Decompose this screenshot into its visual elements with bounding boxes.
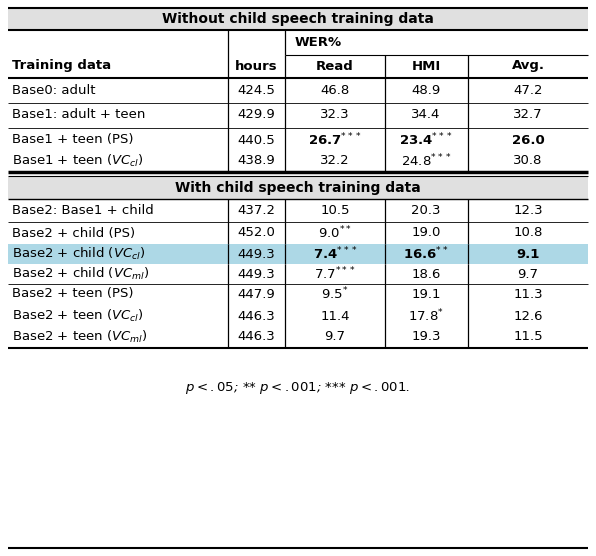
Text: 48.9: 48.9: [411, 83, 440, 97]
Text: 30.8: 30.8: [513, 155, 543, 167]
Bar: [8, 244, 588, 264]
Text: 34.4: 34.4: [411, 108, 440, 122]
Text: Without child speech training data: Without child speech training data: [162, 12, 434, 26]
Bar: [8, 8, 588, 30]
Text: 446.3: 446.3: [237, 330, 275, 344]
Text: $p < .05$; ** $p < .001$; *** $p < .001$.: $p < .05$; ** $p < .001$; *** $p < .001$…: [185, 380, 411, 396]
Text: 19.0: 19.0: [411, 226, 440, 240]
Text: 32.3: 32.3: [320, 108, 350, 122]
Text: 11.5: 11.5: [513, 330, 543, 344]
Text: Base1 + teen (PS): Base1 + teen (PS): [12, 133, 134, 146]
Text: $\mathbf{7.4}^{***}$: $\mathbf{7.4}^{***}$: [313, 246, 357, 262]
Text: 10.8: 10.8: [513, 226, 543, 240]
Text: $\mathbf{23.4}^{***}$: $\mathbf{23.4}^{***}$: [399, 132, 453, 148]
Text: With child speech training data: With child speech training data: [175, 181, 421, 195]
Text: 19.3: 19.3: [411, 330, 441, 344]
Text: 12.6: 12.6: [513, 310, 543, 322]
Text: 47.2: 47.2: [513, 83, 543, 97]
Text: Base1 + teen ($\mathit{VC}_{cl}$): Base1 + teen ($\mathit{VC}_{cl}$): [12, 153, 144, 169]
Text: 9.7: 9.7: [517, 267, 539, 280]
Text: $24.8^{***}$: $24.8^{***}$: [401, 153, 451, 169]
Text: $\mathbf{26.7}^{***}$: $\mathbf{26.7}^{***}$: [308, 132, 362, 148]
Text: 437.2: 437.2: [237, 203, 275, 216]
Text: 440.5: 440.5: [237, 133, 275, 146]
Text: 447.9: 447.9: [237, 287, 275, 300]
Text: 32.7: 32.7: [513, 108, 543, 122]
Text: 20.3: 20.3: [411, 203, 441, 216]
Text: Base2 + child ($\mathit{VC}_{ml}$): Base2 + child ($\mathit{VC}_{ml}$): [12, 266, 150, 282]
Text: $\mathbf{16.6}^{**}$: $\mathbf{16.6}^{**}$: [403, 246, 449, 262]
Text: 9.7: 9.7: [324, 330, 346, 344]
Text: 438.9: 438.9: [237, 155, 275, 167]
Text: $9.5^{*}$: $9.5^{*}$: [321, 286, 349, 302]
Text: 9.1: 9.1: [516, 247, 540, 261]
Text: Read: Read: [316, 59, 354, 72]
Text: 10.5: 10.5: [320, 203, 350, 216]
Text: WER%: WER%: [294, 36, 342, 48]
Text: Base2 + child (PS): Base2 + child (PS): [12, 226, 135, 240]
Text: 446.3: 446.3: [237, 310, 275, 322]
Text: 449.3: 449.3: [237, 247, 275, 261]
Text: 11.4: 11.4: [320, 310, 350, 322]
Text: Base2 + teen (PS): Base2 + teen (PS): [12, 287, 134, 300]
Text: 32.2: 32.2: [320, 155, 350, 167]
Text: 46.8: 46.8: [321, 83, 350, 97]
Text: $7.7^{***}$: $7.7^{***}$: [314, 266, 356, 282]
Text: 26.0: 26.0: [511, 133, 544, 146]
Text: 429.9: 429.9: [237, 108, 275, 122]
Text: HMI: HMI: [411, 59, 440, 72]
Text: $9.0^{**}$: $9.0^{**}$: [318, 225, 352, 241]
Text: 449.3: 449.3: [237, 267, 275, 280]
Text: 12.3: 12.3: [513, 203, 543, 216]
Text: Base2 + child ($\mathit{VC}_{cl}$): Base2 + child ($\mathit{VC}_{cl}$): [12, 246, 145, 262]
Text: Training data: Training data: [12, 59, 111, 72]
Text: Base2: Base1 + child: Base2: Base1 + child: [12, 203, 154, 216]
Text: 19.1: 19.1: [411, 287, 441, 300]
Text: 11.3: 11.3: [513, 287, 543, 300]
Text: Base0: adult: Base0: adult: [12, 83, 95, 97]
Text: hours: hours: [235, 59, 277, 72]
Text: $17.8^{*}$: $17.8^{*}$: [408, 307, 444, 324]
Text: Base2 + teen ($\mathit{VC}_{ml}$): Base2 + teen ($\mathit{VC}_{ml}$): [12, 329, 148, 345]
Text: Base2 + teen ($\mathit{VC}_{cl}$): Base2 + teen ($\mathit{VC}_{cl}$): [12, 308, 144, 324]
Text: 452.0: 452.0: [237, 226, 275, 240]
Text: Base1: adult + teen: Base1: adult + teen: [12, 108, 145, 122]
Text: 18.6: 18.6: [411, 267, 440, 280]
Text: Avg.: Avg.: [511, 59, 545, 72]
Bar: [8, 177, 588, 199]
Text: 424.5: 424.5: [237, 83, 275, 97]
